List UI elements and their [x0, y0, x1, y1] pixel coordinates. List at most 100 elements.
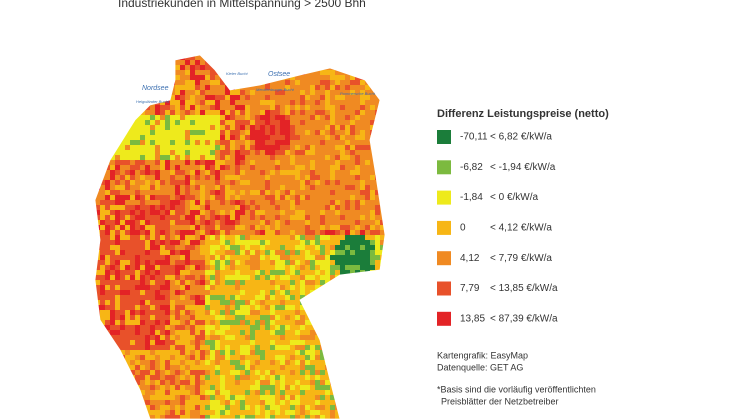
region [350, 305, 356, 311]
region [305, 180, 311, 186]
region [135, 160, 141, 166]
region [185, 150, 191, 156]
region [155, 70, 161, 76]
region [200, 270, 206, 276]
region [380, 255, 385, 261]
region [115, 330, 121, 336]
region [245, 145, 251, 151]
region [245, 95, 251, 101]
region [225, 220, 231, 226]
region [230, 185, 236, 191]
region [290, 385, 296, 391]
region [95, 125, 101, 131]
region [140, 330, 146, 336]
region [255, 380, 261, 386]
region [340, 220, 346, 226]
region [325, 195, 331, 201]
region [95, 380, 101, 386]
region [105, 190, 111, 196]
region [245, 205, 251, 211]
region [195, 150, 201, 156]
region [130, 235, 136, 241]
region [160, 410, 166, 416]
region [115, 160, 121, 166]
region [180, 180, 186, 186]
region [235, 265, 241, 271]
region [185, 175, 191, 181]
region [355, 230, 361, 236]
region [380, 290, 385, 296]
region [365, 140, 371, 146]
region [275, 85, 281, 91]
region [245, 135, 251, 141]
region [190, 410, 196, 416]
region [205, 270, 211, 276]
region [160, 170, 166, 176]
region [140, 195, 146, 201]
region [370, 395, 376, 401]
region [375, 100, 381, 106]
region [285, 105, 291, 111]
region [275, 325, 281, 331]
region [340, 335, 346, 341]
region [195, 275, 201, 281]
region [305, 275, 311, 281]
region [360, 105, 366, 111]
region [340, 80, 346, 86]
region [195, 145, 201, 151]
region [295, 220, 301, 226]
region [125, 65, 131, 71]
region [370, 280, 376, 286]
region [240, 385, 246, 391]
region [335, 285, 341, 291]
region [355, 295, 361, 301]
region [215, 65, 221, 71]
region [155, 75, 161, 81]
region [170, 165, 176, 171]
region [340, 295, 346, 301]
region [265, 155, 271, 161]
region [140, 390, 146, 396]
region [135, 400, 141, 406]
region [165, 325, 171, 331]
region [345, 120, 351, 126]
region [290, 305, 296, 311]
region [120, 340, 126, 346]
region [145, 165, 151, 171]
region [360, 110, 366, 116]
region [115, 90, 121, 96]
region [320, 200, 326, 206]
region [175, 360, 181, 366]
region [235, 185, 241, 191]
region [370, 105, 376, 111]
region [95, 290, 96, 296]
region [385, 230, 390, 235]
region [270, 215, 276, 221]
region [95, 150, 101, 156]
region [150, 245, 156, 251]
region [330, 205, 336, 211]
region [305, 215, 311, 221]
region [375, 395, 381, 401]
region [275, 265, 281, 271]
region [115, 415, 121, 419]
region [185, 225, 191, 231]
region [365, 350, 371, 356]
region [385, 185, 390, 190]
region [350, 265, 356, 271]
region [120, 365, 126, 371]
region [175, 165, 181, 171]
region [150, 140, 156, 146]
region [300, 190, 306, 196]
region [375, 220, 381, 226]
region [120, 345, 126, 351]
region [230, 230, 236, 236]
region [235, 310, 241, 316]
region [215, 55, 221, 56]
region [370, 385, 376, 391]
region [270, 150, 276, 156]
region [385, 205, 390, 210]
region [175, 70, 181, 76]
region [325, 310, 331, 316]
region [205, 160, 211, 166]
